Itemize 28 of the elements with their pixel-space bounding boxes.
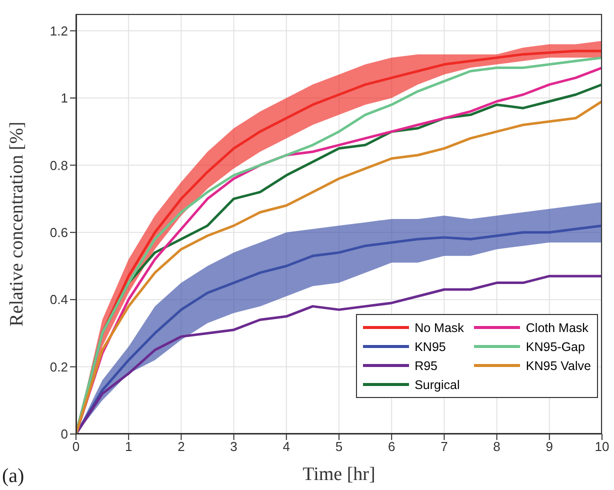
- x-tick-label: 1: [124, 439, 132, 454]
- legend-label: No Mask: [414, 320, 464, 334]
- x-tick-label: 7: [440, 439, 448, 454]
- y-axis-title: Relative concentration [%]: [6, 122, 28, 326]
- y-tick-label: 0: [60, 426, 68, 442]
- y-tick-label: 0.4: [50, 292, 68, 308]
- legend-label: Cloth Mask: [526, 320, 588, 334]
- legend-label: Surgical: [414, 378, 460, 392]
- x-tick-label: 10: [594, 439, 610, 454]
- legend-label: KN95 Valve: [526, 358, 591, 372]
- x-tick-label: 9: [546, 439, 554, 454]
- x-tick-label: 6: [388, 439, 396, 454]
- text: (a): [2, 465, 24, 488]
- x-tick-label: 8: [493, 439, 500, 454]
- legend-label: KN95: [414, 340, 446, 354]
- x-tick-label: 5: [335, 439, 343, 454]
- x-tick-label: 3: [230, 439, 238, 454]
- legend-label: KN95-Gap: [526, 340, 585, 354]
- legend-label: R95: [414, 358, 438, 372]
- x-tick-label: 4: [282, 439, 290, 454]
- y-tick-label: 1: [60, 90, 68, 106]
- y-tick-label: 0.6: [50, 225, 68, 240]
- x-tick-label: 0: [72, 439, 80, 454]
- y-tick-label: 1.2: [50, 23, 68, 38]
- x-tick-label: 2: [178, 439, 185, 454]
- y-tick-label: 0.8: [50, 158, 68, 173]
- x-axis-title: Time [hr]: [302, 464, 376, 485]
- y-tick-label: 0.2: [50, 359, 68, 374]
